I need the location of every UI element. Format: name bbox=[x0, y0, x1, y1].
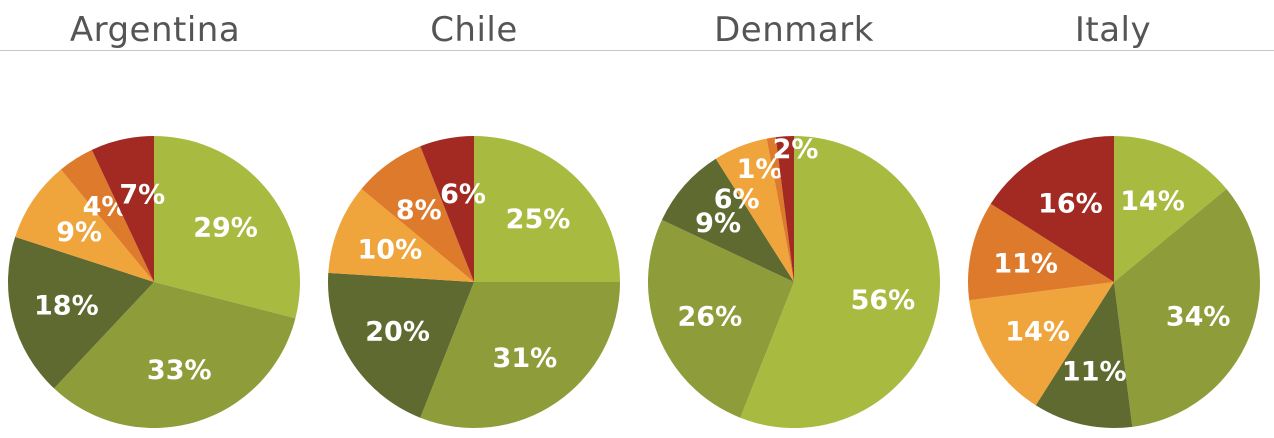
pie-slice bbox=[420, 136, 474, 282]
slice-label: 14% bbox=[1120, 186, 1185, 217]
slice-label: 6% bbox=[440, 179, 486, 210]
slice-label: 33% bbox=[147, 355, 212, 386]
pie-slice bbox=[648, 219, 794, 418]
pie-slice bbox=[969, 282, 1114, 406]
pie-slice bbox=[328, 188, 474, 282]
chart-title-argentina: Argentina bbox=[69, 10, 241, 50]
slice-label: 1% bbox=[737, 154, 783, 185]
slice-label: 31% bbox=[493, 343, 558, 374]
pie-slice bbox=[420, 282, 620, 429]
pie-slice bbox=[967, 203, 1114, 301]
pie-slice bbox=[990, 136, 1114, 282]
pie-slice bbox=[715, 138, 794, 282]
slice-label: 8% bbox=[396, 195, 442, 226]
pie-slice bbox=[474, 136, 620, 282]
pie-slice bbox=[766, 137, 794, 282]
pie-slice bbox=[1114, 188, 1260, 427]
slice-label: 2% bbox=[773, 134, 819, 165]
pie-italy: 14% 34% 11% 14% 11% 16% bbox=[967, 136, 1260, 429]
pie-argentina: 29%33%18%9%4%7% bbox=[7, 136, 300, 429]
pie-denmark: 56% 26% 9%6%1%2% bbox=[648, 134, 941, 429]
slice-label: 20% bbox=[365, 317, 430, 348]
slice-label: 7% bbox=[119, 180, 165, 211]
slice-label: 11% bbox=[993, 248, 1058, 279]
pie-slice bbox=[775, 136, 794, 282]
pie-chile: 25% 31% 20% 10% 8%6% bbox=[328, 136, 620, 429]
slice-label: 6% bbox=[714, 184, 760, 215]
pie-slice bbox=[60, 149, 154, 282]
chart-title-denmark: Denmark bbox=[714, 10, 874, 50]
slice-label: 34% bbox=[1166, 301, 1231, 332]
pie-slice bbox=[154, 136, 300, 319]
pie-slice bbox=[1114, 136, 1227, 282]
pie-slice bbox=[361, 146, 474, 282]
slice-label: 9% bbox=[56, 217, 102, 248]
pie-slice bbox=[54, 282, 296, 429]
slice-label: 18% bbox=[34, 291, 99, 322]
pie-slice bbox=[661, 158, 794, 282]
pie-slice bbox=[7, 236, 154, 389]
slice-label: 26% bbox=[678, 301, 743, 332]
slice-label: 11% bbox=[1062, 356, 1127, 387]
slice-label: 29% bbox=[193, 213, 258, 244]
pie-slice bbox=[91, 136, 154, 282]
slice-label: 10% bbox=[358, 235, 423, 266]
pie-slice bbox=[740, 136, 941, 429]
chart-title-chile: Chile bbox=[430, 10, 518, 50]
pie-slice bbox=[328, 272, 474, 418]
slice-label: 56% bbox=[851, 285, 916, 316]
pie-slice bbox=[15, 169, 154, 282]
pie-slice bbox=[1035, 282, 1133, 429]
slice-label: 16% bbox=[1038, 189, 1103, 220]
slice-label: 9% bbox=[695, 208, 741, 239]
chart-title-italy: Italy bbox=[1074, 10, 1152, 50]
slice-label: 14% bbox=[1005, 317, 1070, 348]
slice-label: 25% bbox=[506, 204, 571, 235]
header-divider bbox=[0, 50, 1274, 51]
